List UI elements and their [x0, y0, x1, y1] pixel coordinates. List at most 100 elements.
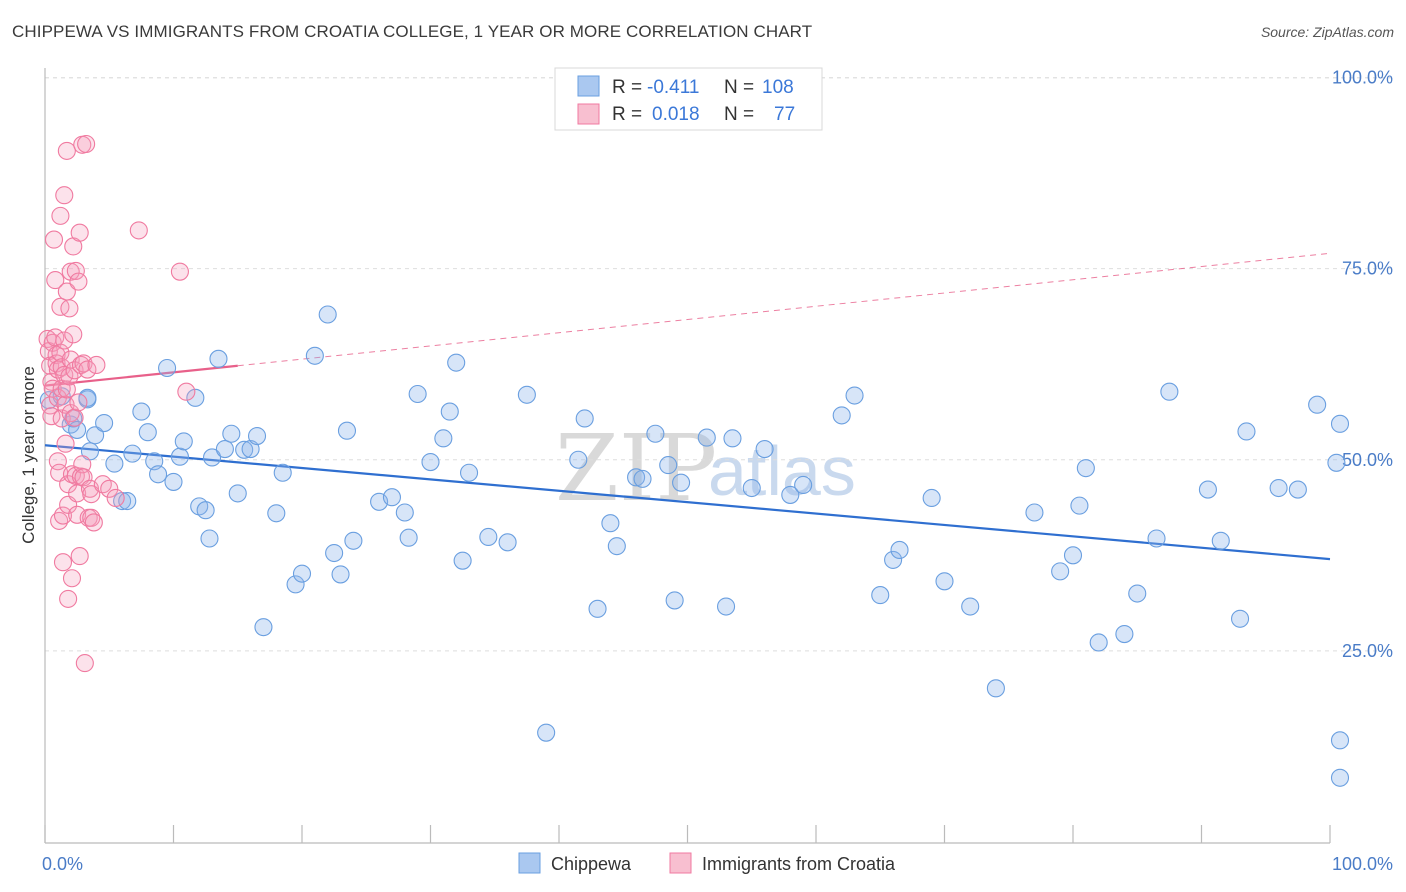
chippewa-point: [174, 432, 193, 451]
legend-n-value-1: 108: [762, 77, 794, 98]
data-points: [38, 134, 1350, 787]
chippewa-point: [845, 386, 864, 405]
croatia-point: [55, 186, 74, 205]
chippewa-point: [1063, 546, 1083, 565]
croatia-point: [46, 271, 65, 290]
chippewa-point: [273, 463, 292, 482]
croatia-point: [75, 654, 94, 673]
y-tick-label: 75.0%: [1342, 259, 1393, 279]
croatia-point: [170, 262, 189, 281]
croatia-point: [51, 297, 70, 316]
y-axis-label: College, 1 year or more: [19, 366, 38, 544]
chippewa-point: [1269, 478, 1288, 498]
chippewa-point: [434, 429, 453, 448]
chippewa-point: [1237, 422, 1256, 441]
chippewa-point: [186, 388, 205, 407]
chippewa-trend-line: [44, 444, 1331, 561]
croatia-point: [53, 506, 73, 525]
bottom-legend-swatch-croatia: [669, 852, 692, 874]
chippewa-point: [517, 385, 536, 404]
chippewa-point: [235, 440, 254, 459]
chippewa-point: [331, 565, 350, 584]
y-tick-label: 25.0%: [1342, 641, 1393, 661]
chippewa-point: [633, 469, 652, 488]
chippewa-point: [672, 473, 691, 492]
chippewa-point: [627, 468, 646, 487]
chippewa-point: [884, 550, 903, 569]
chippewa-point: [1128, 584, 1147, 603]
croatia-point: [93, 475, 112, 494]
chippewa-point: [399, 528, 418, 547]
chippewa-point: [986, 679, 1005, 698]
chippewa-point: [537, 723, 556, 742]
chippewa-point: [935, 572, 954, 591]
chippewa-point: [575, 409, 594, 428]
croatia-point: [66, 466, 85, 485]
chippewa-point: [203, 448, 222, 467]
chippewa-point: [1051, 562, 1070, 581]
chippewa-point: [1288, 480, 1307, 499]
croatia-point: [51, 206, 70, 225]
chippewa-point: [697, 428, 716, 447]
chippewa-point: [646, 424, 665, 443]
croatia-point: [177, 382, 196, 401]
bottom-legend-swatch-chippewa: [518, 852, 541, 874]
chart-title: CHIPPEWA VS IMMIGRANTS FROM CROATIA COLL…: [12, 22, 813, 41]
croatia-point: [78, 360, 97, 379]
y-tick-label: 100.0%: [1332, 68, 1393, 88]
chippewa-point: [78, 388, 97, 407]
chippewa-point: [95, 414, 114, 433]
x-tick-label-max: 100.0%: [1332, 854, 1393, 874]
croatia-point: [87, 355, 106, 375]
chippewa-point: [421, 452, 440, 472]
croatia-point: [77, 134, 96, 154]
croatia-point: [55, 331, 74, 350]
chippewa-point: [1076, 459, 1095, 478]
x-tick-label-min: 0.0%: [42, 854, 83, 874]
gridlines: [45, 77, 1392, 652]
chippewa-point: [337, 421, 357, 440]
source-label: Source: ZipAtlas.com: [1260, 24, 1394, 40]
chippewa-point: [1160, 382, 1179, 401]
chippewa-point: [1115, 625, 1134, 644]
legend-swatch-chippewa: [577, 75, 600, 97]
croatia-point: [56, 434, 75, 453]
legend-swatch-croatia: [577, 103, 600, 125]
chippewa-point: [453, 551, 472, 570]
chippewa-point: [459, 463, 479, 482]
croatia-point: [82, 485, 101, 504]
chippewa-point: [196, 501, 215, 520]
chippewa-point: [123, 444, 142, 463]
croatia-point: [52, 409, 71, 428]
chippewa-point: [1070, 496, 1089, 515]
croatia-point: [66, 261, 85, 280]
chippewa-point: [1198, 480, 1217, 499]
chippewa-point: [665, 591, 684, 610]
chippewa-point: [228, 484, 247, 503]
chippewa-point: [601, 514, 620, 533]
chippewa-point: [408, 384, 427, 404]
croatia-point: [100, 479, 119, 498]
croatia-point: [57, 141, 76, 160]
chippewa-point: [1330, 731, 1350, 750]
croatia-point: [65, 408, 84, 427]
legend-n-label-1: N =: [724, 77, 754, 98]
croatia-point: [48, 452, 67, 471]
chippewa-point: [723, 429, 742, 448]
chippewa-point: [1330, 768, 1350, 787]
chippewa-point: [498, 533, 517, 552]
chippewa-point: [132, 402, 151, 421]
croatia-point: [59, 589, 78, 608]
chippewa-point: [247, 427, 267, 446]
croatia-trend-line-solid: [44, 364, 238, 387]
chippewa-point: [1025, 503, 1044, 522]
chippewa-point: [1327, 453, 1346, 472]
y-tick-label: 50.0%: [1342, 450, 1393, 470]
croatia-trend-line-dashed: [237, 252, 1331, 367]
bottom-legend: Chippewa Immigrants from Croatia: [518, 852, 896, 874]
chippewa-point: [222, 424, 241, 443]
trend-lines: [44, 252, 1331, 561]
chippewa-point: [1330, 414, 1350, 433]
croatia-point: [69, 272, 88, 291]
chippewa-point: [479, 527, 498, 547]
